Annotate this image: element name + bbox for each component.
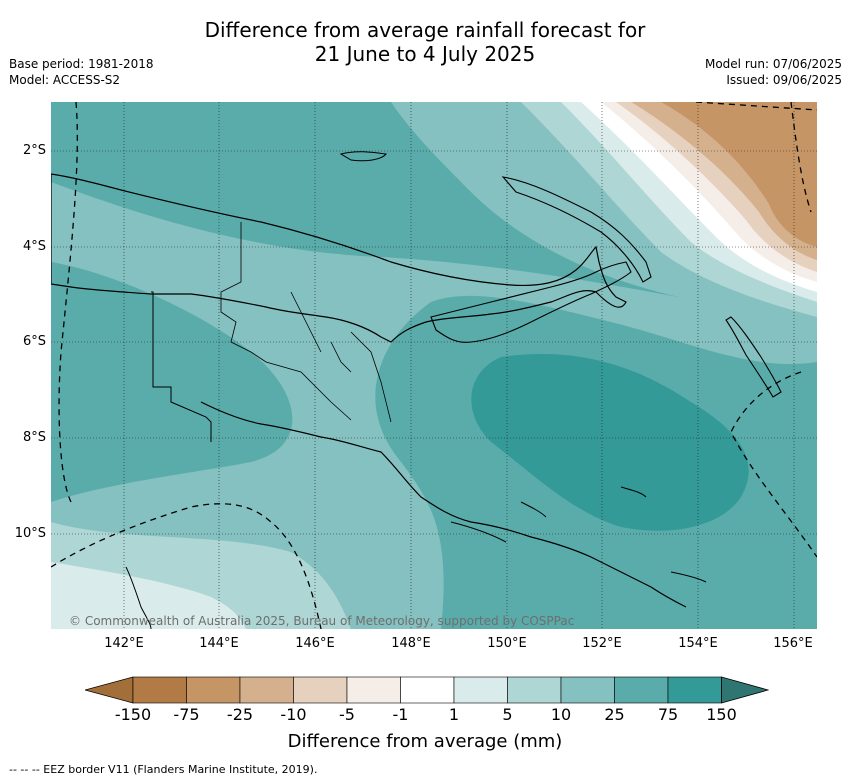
colorbar-swatch xyxy=(614,676,669,704)
title-line-2: 21 June to 4 July 2025 xyxy=(314,42,536,66)
colorbar-swatch xyxy=(507,676,562,704)
colorbar-swatch xyxy=(400,676,455,704)
colorbar-swatch xyxy=(293,676,348,704)
meta-left: Base period: 1981-2018 Model: ACCESS-S2 xyxy=(9,56,154,88)
lon-tick-144: 144°E xyxy=(199,636,239,651)
colorbar-swatch xyxy=(560,676,615,704)
model-name: Model: ACCESS-S2 xyxy=(9,73,121,87)
colorbar-tick: -1 xyxy=(392,705,409,724)
lat-tick-4s: 4°S xyxy=(22,239,46,254)
meta-right: Model run: 07/06/2025 Issued: 09/06/2025 xyxy=(705,56,842,88)
colorbar-label: Difference from average (mm) xyxy=(287,731,563,752)
title-line-1: Difference from average rainfall forecas… xyxy=(204,18,646,42)
graticule xyxy=(51,102,817,629)
new-britain-outline xyxy=(430,261,632,343)
new-ireland-outline xyxy=(501,176,652,283)
png-southern-coast xyxy=(200,401,687,608)
colorbar-swatches xyxy=(83,676,770,704)
colorbar-tick: 5 xyxy=(502,705,513,724)
colorbar-swatch xyxy=(239,676,294,704)
manus-outline xyxy=(339,151,387,162)
issued-date: Issued: 09/06/2025 xyxy=(726,73,842,87)
lon-tick-142: 142°E xyxy=(104,636,144,651)
colorbar-tick: 10 xyxy=(550,705,572,724)
band-10-25-central xyxy=(51,182,817,629)
lat-tick-6s: 6°S xyxy=(22,334,46,349)
colorbar-swatch xyxy=(186,676,241,704)
colorbar-tick: 75 xyxy=(657,705,679,724)
band-75-150 xyxy=(471,354,749,531)
base-period: Base period: 1981-2018 xyxy=(9,57,154,71)
lon-tick-148: 148°E xyxy=(391,636,431,651)
colorbar-tick: 150 xyxy=(706,705,737,724)
bougainville-outline xyxy=(725,316,782,398)
eez-footnote: -- -- -- EEZ border V11 (Flanders Marine… xyxy=(9,763,318,776)
colorbar-swatch xyxy=(667,676,722,704)
model-run: Model run: 07/06/2025 xyxy=(704,57,842,71)
lat-tick-8s: 8°S xyxy=(22,430,46,445)
lon-tick-146: 146°E xyxy=(295,636,335,651)
colorbar-extend-low xyxy=(83,676,134,704)
colorbar-tick: -25 xyxy=(226,705,254,724)
map-title: Difference from average rainfall forecas… xyxy=(0,18,850,66)
colorbar-extend-high xyxy=(721,676,770,704)
lon-tick-154: 154°E xyxy=(678,636,718,651)
band-minus75-minus25 xyxy=(661,102,817,247)
lon-tick-150: 150°E xyxy=(487,636,527,651)
lon-tick-156: 156°E xyxy=(773,636,813,651)
colorbar-tick: -75 xyxy=(173,705,200,724)
rainfall-map xyxy=(51,102,817,629)
lat-tick-2s: 2°S xyxy=(22,143,46,158)
province-boundaries xyxy=(220,222,392,423)
map-panel xyxy=(51,102,817,629)
colorbar-tick: 25 xyxy=(604,705,625,724)
colorbar-tick: -150 xyxy=(114,705,152,724)
colorbar-tick: -5 xyxy=(339,705,355,724)
milne-islands xyxy=(450,486,707,583)
colorbar-swatch xyxy=(453,676,508,704)
colorbar-tick: 1 xyxy=(448,705,460,724)
cape-york-outline xyxy=(125,566,152,629)
colorbar xyxy=(83,676,770,708)
eez-borders xyxy=(51,102,817,629)
band-1-5-southwest xyxy=(51,562,246,629)
lon-tick-152: 152°E xyxy=(582,636,622,651)
lat-tick-10s: 10°S xyxy=(14,526,46,541)
copyright-credit: © Commonwealth of Australia 2025, Bureau… xyxy=(69,614,575,628)
png-border xyxy=(151,291,212,442)
colorbar-tick: -10 xyxy=(280,705,307,724)
new-guinea-coastline xyxy=(51,173,627,343)
colorbar-swatch xyxy=(346,676,401,704)
colorbar-swatch xyxy=(132,676,187,704)
